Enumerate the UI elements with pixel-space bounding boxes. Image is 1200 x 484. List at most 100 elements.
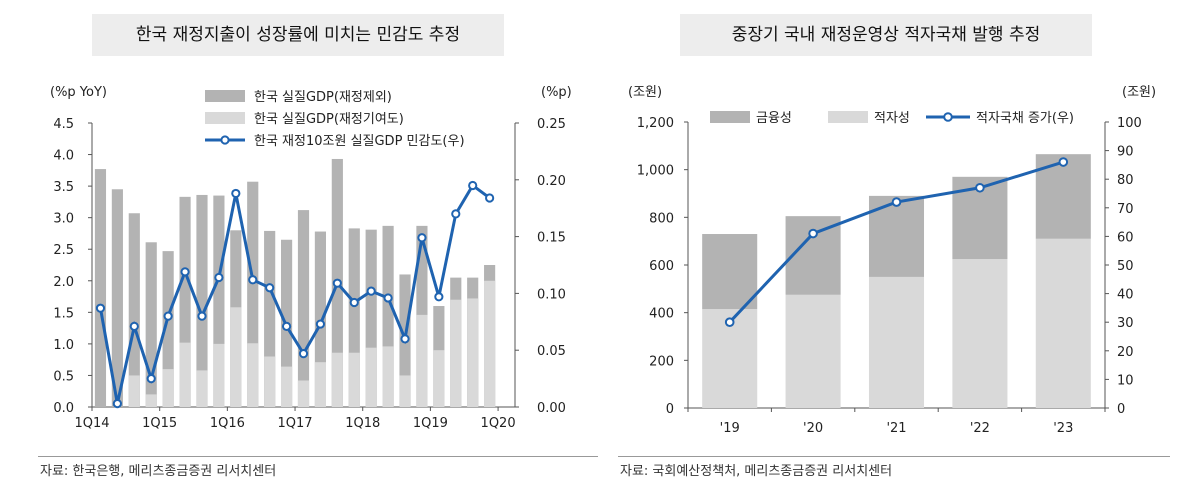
right-chart-panel: 중장기 국내 재정운영상 적자국채 발행 추정 (조원) (조원) 0 200 400 6… xyxy=(600,0,1200,484)
legend-swatch-deficit xyxy=(828,111,868,123)
bar-fiscal-contribution xyxy=(382,346,394,407)
bar-fiscal-contribution xyxy=(128,375,140,407)
bar-gdp-ex-fiscal xyxy=(213,195,225,407)
bar-fiscal-contribution xyxy=(213,343,225,407)
bar-fiscal-contribution xyxy=(297,380,310,407)
right-y-tick-label: 0.00 xyxy=(537,401,566,416)
bar-fiscal-contribution xyxy=(230,307,242,407)
bar-gdp-ex-fiscal xyxy=(145,242,157,407)
right-y-tick-label: 80 xyxy=(1117,173,1134,188)
x-tick-label: 1Q19 xyxy=(413,416,448,431)
bar-fiscal-contribution xyxy=(399,375,411,407)
left-axis-unit: (조원) xyxy=(628,85,662,100)
legend-label-fiscal-contribution: 한국 실질GDP(재정기여도) xyxy=(254,112,404,127)
legend-marker-deficit-bond xyxy=(943,112,953,122)
left-y-tick-label: 3.0 xyxy=(53,212,74,227)
bar-fiscal-contribution xyxy=(348,352,360,407)
left-y-tick-label: 800 xyxy=(649,211,674,226)
bar-deficit xyxy=(785,294,841,408)
left-y-tick-label: 2.0 xyxy=(53,275,74,290)
deficit-bond-point xyxy=(891,197,902,207)
left-y-tick-label: 200 xyxy=(649,354,674,369)
bar-fiscal-contribution xyxy=(365,347,377,407)
legend-label-gdp-ex-fiscal: 한국 실질GDP(재정제외) xyxy=(254,90,392,105)
right-y-tick-label: 50 xyxy=(1117,259,1134,274)
x-tick-label: '23 xyxy=(1053,421,1073,436)
sensitivity-point xyxy=(281,321,292,331)
right-chart-title: 중장기 국내 재정운영상 적자국채 발행 추정 xyxy=(680,14,1092,56)
left-y-tick-label: 4.5 xyxy=(53,117,74,132)
left-y-tick-label: 1.5 xyxy=(53,306,74,321)
deficit-bond-point xyxy=(724,317,735,328)
left-axis-unit: (%p YoY) xyxy=(50,85,107,100)
sensitivity-line xyxy=(98,183,491,404)
bar-gdp-ex-fiscal xyxy=(365,229,377,407)
sensitivity-point xyxy=(231,188,241,199)
right-y-tick-label: 0.25 xyxy=(537,117,566,132)
left-y-tick-label: 600 xyxy=(649,259,674,274)
right-y-tick-label: 30 xyxy=(1117,316,1134,331)
sensitivity-point xyxy=(383,293,393,303)
sensitivity-point xyxy=(468,180,478,191)
bar-fiscal-contribution xyxy=(450,299,462,407)
legend-label-financial: 금융성 xyxy=(756,111,792,126)
left-chart-panel: 한국 재정지출이 성장률에 미치는 민감도 추정 (%p YoY) (%p) 0.0… xyxy=(38,14,598,479)
sensitivity-point xyxy=(95,303,106,313)
bar-fiscal-contribution xyxy=(484,280,496,407)
bar-fiscal-contribution xyxy=(145,394,157,407)
left-source-divider xyxy=(38,456,598,457)
x-tick-label: '20 xyxy=(803,421,823,436)
x-tick-label: '21 xyxy=(886,421,906,436)
x-tick-label: 1Q16 xyxy=(210,416,245,431)
left-y-tick-label: 4.0 xyxy=(53,149,74,164)
right-axis-unit: (조원) xyxy=(1122,85,1156,100)
bar-fiscal-contribution xyxy=(162,369,174,407)
right-y-tick-label: 90 xyxy=(1117,145,1134,160)
sensitivity-point xyxy=(366,286,376,296)
bar-gdp-ex-fiscal xyxy=(94,169,107,407)
right-y-tick-label: 0.05 xyxy=(537,344,566,359)
left-y-tick-label: 1.0 xyxy=(53,338,74,353)
legend-label-deficit: 적자성 xyxy=(874,111,910,126)
bar-gdp-ex-fiscal xyxy=(247,181,259,407)
bar-gdp-ex-fiscal xyxy=(382,225,394,407)
sensitivity-point xyxy=(214,272,224,283)
right-y-tick-label: 0.10 xyxy=(537,287,566,302)
left-chart-source: 자료: 한국은행, 메리츠종금증권 리서치센터 xyxy=(40,464,277,479)
bar-fiscal-contribution xyxy=(280,366,293,407)
x-tick-label: '22 xyxy=(970,421,990,436)
sensitivity-point xyxy=(332,278,342,288)
legend-swatch-fiscal-contribution xyxy=(205,112,245,124)
sensitivity-point xyxy=(180,267,190,277)
sensitivity-point xyxy=(248,275,258,285)
bar-gdp-ex-fiscal xyxy=(128,213,140,407)
bar-fiscal-contribution xyxy=(196,370,208,407)
sensitivity-point xyxy=(129,321,139,331)
legend-label-deficit-bond: 적자국채 증가(우) xyxy=(976,111,1074,126)
sensitivity-point xyxy=(163,311,173,321)
right-y-tick-label: 40 xyxy=(1117,288,1134,303)
left-y-tick-label: 2.5 xyxy=(53,243,74,258)
sensitivity-point xyxy=(197,311,207,321)
sensitivity-point xyxy=(417,233,427,243)
x-tick-label: 1Q17 xyxy=(278,416,313,431)
bar-fiscal-contribution xyxy=(467,298,479,407)
sensitivity-point xyxy=(451,209,461,219)
right-chart-svg: (조원) (조원) 0 200 400 600 800 1,000 1,200 0 10 20 30 40… xyxy=(628,85,1156,436)
legend-label-sensitivity: 한국 재정10조원 실질GDP 민감도(우) xyxy=(254,134,465,149)
right-y-tick-label: 100 xyxy=(1117,116,1142,131)
bar-gdp-ex-fiscal xyxy=(196,194,208,407)
bar-deficit xyxy=(952,259,1008,408)
sensitivity-point xyxy=(434,292,444,302)
right-chart-source: 자료: 국회예산정책처, 메리츠종금증권 리서치센터 xyxy=(620,464,893,479)
bar-gdp-ex-fiscal xyxy=(314,231,327,407)
bar-gdp-ex-fiscal xyxy=(111,189,123,407)
bar-financial xyxy=(702,234,758,310)
bar-deficit xyxy=(868,276,925,408)
x-tick-label: '19 xyxy=(720,421,740,436)
right-y-tick-label: 0 xyxy=(1117,402,1125,417)
sensitivity-point xyxy=(315,319,326,329)
bar-deficit xyxy=(1035,238,1091,408)
sensitivity-point xyxy=(265,283,275,293)
sensitivity-point xyxy=(298,349,309,359)
